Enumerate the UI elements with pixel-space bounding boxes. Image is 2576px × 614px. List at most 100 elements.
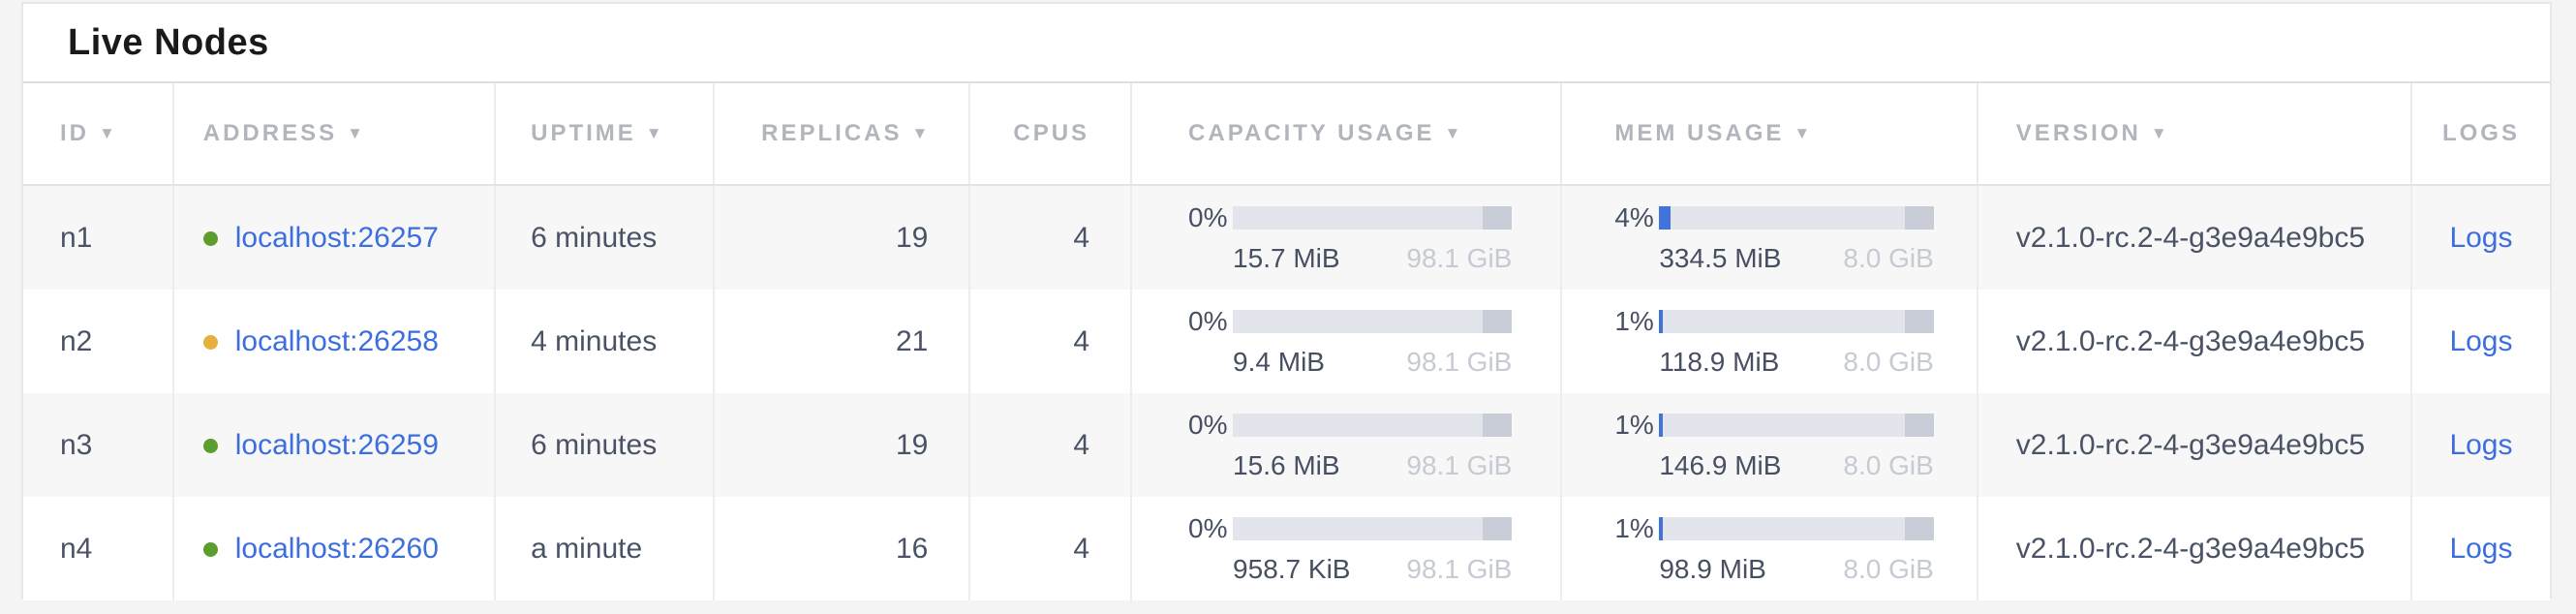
page-title: Live Nodes xyxy=(68,21,269,63)
node-version-cell: v2.1.0-rc.2-4-g3e9a4e9bc5 xyxy=(1978,393,2413,497)
column-header-cpus: CPUs xyxy=(970,83,1133,184)
capacity-usage-bar xyxy=(1233,413,1513,437)
logs-link[interactable]: Logs xyxy=(2449,221,2513,254)
mem-used: 98.9 MiB xyxy=(1659,553,1766,584)
mem-usage-bar xyxy=(1659,205,1934,230)
capacity-total: 98.1 GiB xyxy=(1406,449,1513,480)
node-address-cell: localhost:26259 xyxy=(174,393,497,497)
mem-percent: 1% xyxy=(1614,305,1654,336)
capacity-total: 98.1 GiB xyxy=(1406,346,1513,377)
sort-desc-icon: ▼ xyxy=(1444,124,1461,142)
node-id-cell: n4 xyxy=(23,497,174,600)
capacity-total: 98.1 GiB xyxy=(1406,242,1513,273)
node-address-cell: localhost:26258 xyxy=(174,290,497,393)
mem-usage-bar xyxy=(1659,516,1934,540)
capacity-usage-bar xyxy=(1233,309,1513,333)
capacity-usage-cell: 0% 15.6 MiB 98.1 GiB xyxy=(1132,393,1563,497)
node-status-dot xyxy=(202,542,218,557)
column-header-label: Capacity Usage xyxy=(1188,120,1435,146)
logs-link[interactable]: Logs xyxy=(2449,428,2513,461)
table-row: n1 localhost:26257 6 minutes 19 4 0% 15.… xyxy=(23,186,2550,290)
mem-total: 8.0 GiB xyxy=(1843,242,1934,273)
node-replicas-cell: 19 xyxy=(715,393,971,497)
node-version-cell: v2.1.0-rc.2-4-g3e9a4e9bc5 xyxy=(1978,186,2413,290)
mem-bar-fill xyxy=(1659,516,1664,540)
node-replicas-cell: 19 xyxy=(715,186,971,290)
node-logs-cell: Logs xyxy=(2412,186,2550,290)
live-nodes-card: Live Nodes ID ▼ Address ▼ Uptime ▼ Repli… xyxy=(21,2,2552,600)
node-address-link[interactable]: localhost:26258 xyxy=(234,324,439,357)
node-replicas-cell: 21 xyxy=(715,290,971,393)
capacity-percent: 0% xyxy=(1188,201,1228,232)
capacity-usage-cell: 0% 9.4 MiB 98.1 GiB xyxy=(1132,290,1563,393)
capacity-percent: 0% xyxy=(1188,305,1228,336)
column-header-id[interactable]: ID ▼ xyxy=(23,83,174,184)
node-address-link[interactable]: localhost:26259 xyxy=(234,428,439,461)
table-row: n2 localhost:26258 4 minutes 21 4 0% 9.4… xyxy=(23,290,2550,393)
logs-link[interactable]: Logs xyxy=(2449,532,2513,565)
node-address-link[interactable]: localhost:26260 xyxy=(234,532,439,565)
node-uptime-cell: 6 minutes xyxy=(496,186,715,290)
node-logs-cell: Logs xyxy=(2412,497,2550,600)
table-row: n3 localhost:26259 6 minutes 19 4 0% 15.… xyxy=(23,393,2550,497)
capacity-used: 15.6 MiB xyxy=(1233,449,1340,480)
node-id-cell: n2 xyxy=(23,290,174,393)
column-header-label: Version xyxy=(2015,120,2141,146)
sort-desc-icon: ▼ xyxy=(645,124,662,142)
node-cpus-cell: 4 xyxy=(970,393,1133,497)
capacity-percent: 0% xyxy=(1188,512,1228,543)
column-header-label: Address xyxy=(202,120,338,146)
node-cpus-cell: 4 xyxy=(970,186,1133,290)
mem-usage-bar xyxy=(1659,309,1934,333)
capacity-used: 958.7 KiB xyxy=(1233,553,1351,584)
table-row: n4 localhost:26260 a minute 16 4 0% 958.… xyxy=(23,497,2550,600)
mem-usage-cell: 1% 146.9 MiB 8.0 GiB xyxy=(1562,393,1978,497)
mem-bar-fill xyxy=(1659,205,1671,230)
column-header-address[interactable]: Address ▼ xyxy=(174,83,497,184)
mem-total: 8.0 GiB xyxy=(1843,449,1934,480)
column-header-capacity-usage[interactable]: Capacity Usage ▼ xyxy=(1132,83,1563,184)
mem-total: 8.0 GiB xyxy=(1843,553,1934,584)
mem-total: 8.0 GiB xyxy=(1843,346,1934,377)
column-header-uptime[interactable]: Uptime ▼ xyxy=(496,83,715,184)
column-header-replicas[interactable]: Replicas ▼ xyxy=(715,83,971,184)
node-logs-cell: Logs xyxy=(2412,290,2550,393)
node-address-link[interactable]: localhost:26257 xyxy=(234,221,439,254)
node-status-dot xyxy=(202,335,218,350)
column-header-logs: Logs xyxy=(2412,83,2550,184)
mem-bar-fill xyxy=(1659,413,1664,437)
node-address-cell: localhost:26260 xyxy=(174,497,497,600)
mem-percent: 4% xyxy=(1614,201,1654,232)
column-header-version[interactable]: Version ▼ xyxy=(1978,83,2413,184)
section-title-bar: Live Nodes xyxy=(23,4,2550,83)
node-uptime-cell: a minute xyxy=(496,497,715,600)
node-version-cell: v2.1.0-rc.2-4-g3e9a4e9bc5 xyxy=(1978,290,2413,393)
node-id-cell: n3 xyxy=(23,393,174,497)
node-address-cell: localhost:26257 xyxy=(174,186,497,290)
capacity-usage-cell: 0% 958.7 KiB 98.1 GiB xyxy=(1132,497,1563,600)
capacity-usage-bar xyxy=(1233,205,1513,230)
mem-usage-cell: 4% 334.5 MiB 8.0 GiB xyxy=(1562,186,1978,290)
column-header-mem-usage[interactable]: Mem Usage ▼ xyxy=(1562,83,1978,184)
capacity-total: 98.1 GiB xyxy=(1406,553,1513,584)
mem-used: 146.9 MiB xyxy=(1659,449,1782,480)
column-header-label: Replicas xyxy=(761,120,903,146)
node-cpus-cell: 4 xyxy=(970,497,1133,600)
capacity-used: 15.7 MiB xyxy=(1233,242,1340,273)
sort-desc-icon: ▼ xyxy=(911,124,929,142)
column-header-label: Uptime xyxy=(531,120,636,146)
node-status-dot xyxy=(202,439,218,453)
node-status-dot xyxy=(202,231,218,246)
column-header-label: ID xyxy=(60,120,89,146)
node-cpus-cell: 4 xyxy=(970,290,1133,393)
mem-used: 118.9 MiB xyxy=(1659,346,1780,377)
node-version-cell: v2.1.0-rc.2-4-g3e9a4e9bc5 xyxy=(1978,497,2413,600)
column-header-label: Logs xyxy=(2441,120,2520,146)
sort-desc-icon: ▼ xyxy=(347,124,363,142)
logs-link[interactable]: Logs xyxy=(2449,324,2513,357)
node-logs-cell: Logs xyxy=(2412,393,2550,497)
capacity-percent: 0% xyxy=(1188,409,1228,440)
node-id-cell: n1 xyxy=(23,186,174,290)
sort-desc-icon: ▼ xyxy=(1794,124,1811,142)
node-replicas-cell: 16 xyxy=(715,497,971,600)
